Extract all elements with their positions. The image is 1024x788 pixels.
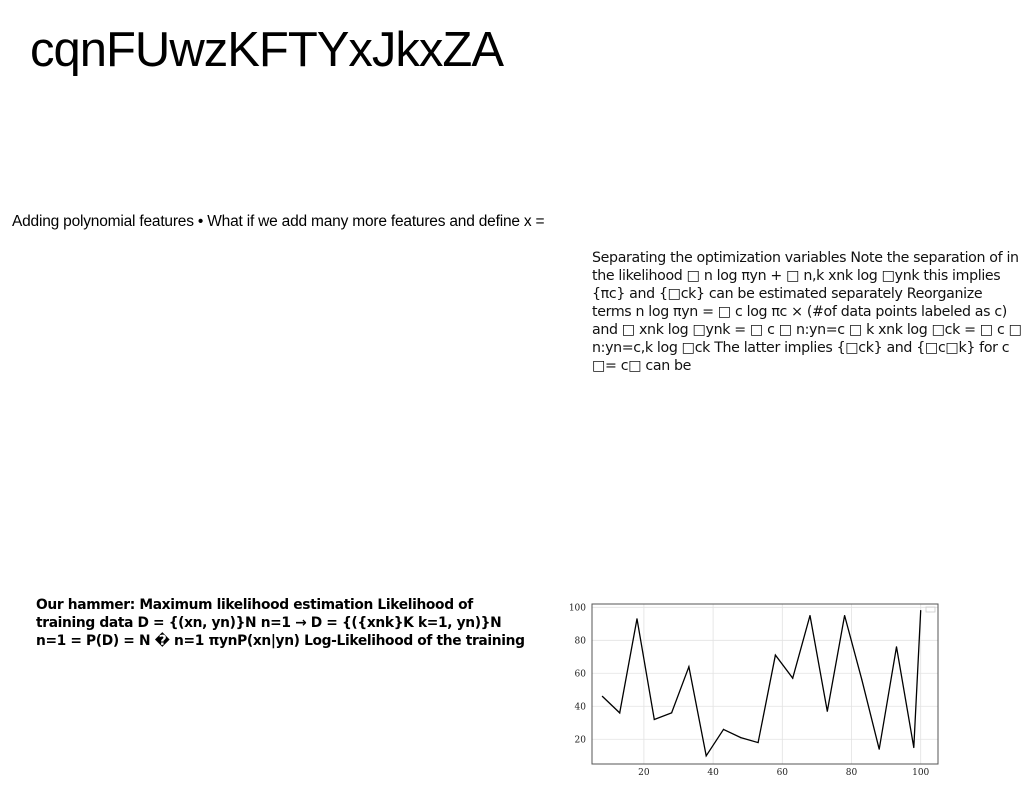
series-line bbox=[601, 610, 922, 758]
x-tick-label: 40 bbox=[707, 768, 719, 778]
text-line-polynomial: Adding polynomial features • What if we … bbox=[12, 213, 545, 230]
chart-frame bbox=[591, 603, 939, 765]
line-chart: 20 40 60 80 100 20 40 60 80 100 bbox=[569, 603, 939, 778]
chart-points bbox=[601, 609, 922, 757]
y-tick-label: 40 bbox=[575, 702, 587, 712]
x-tick-label: 80 bbox=[846, 768, 858, 778]
y-tick-label: 20 bbox=[575, 735, 587, 745]
legend-box bbox=[925, 606, 936, 613]
x-tick-label: 60 bbox=[777, 768, 789, 778]
paragraph-likelihood: Our hammer: Maximum likelihood estimatio… bbox=[36, 597, 525, 649]
chart-grid bbox=[592, 604, 938, 764]
x-tick-label: 20 bbox=[638, 768, 650, 778]
y-tick-label: 100 bbox=[569, 603, 586, 613]
y-tick-label: 60 bbox=[575, 669, 587, 679]
paragraph-optimization: Separating the optimization variables No… bbox=[592, 250, 1022, 374]
chart-ticks: 20 40 60 80 100 20 40 60 80 100 bbox=[569, 603, 930, 778]
y-tick-label: 80 bbox=[575, 636, 587, 646]
x-tick-label: 100 bbox=[912, 768, 929, 778]
page-title: cqnFUwzKFTYxJkxZA bbox=[30, 23, 504, 77]
